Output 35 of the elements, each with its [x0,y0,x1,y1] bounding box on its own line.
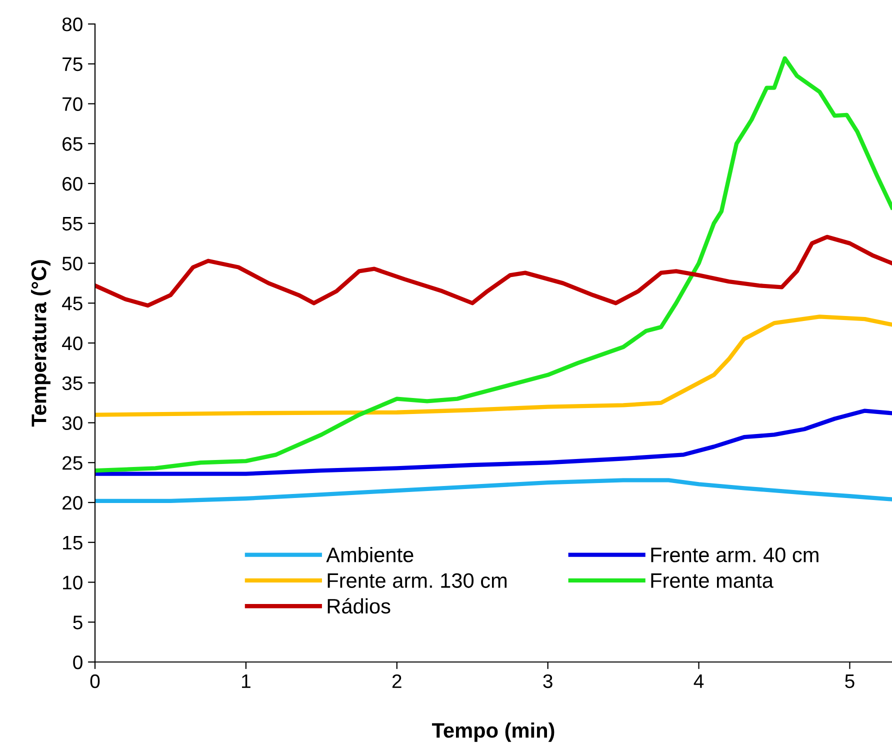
y-tick-label: 50 [62,256,82,270]
x-tick-label: 2 [392,674,402,688]
y-tick-label: 45 [62,296,82,310]
y-tick-label: 20 [62,496,82,510]
legend-label: Frente manta [651,573,774,588]
x-axis-title: Tempo (min) [432,722,554,742]
line-series [95,478,892,503]
y-tick-label: 40 [62,336,82,350]
legend-label: Ambiente [326,546,414,562]
y-tick-label: 30 [62,416,82,430]
x-tick-label: 5 [845,674,854,688]
line-series [95,408,892,476]
y-tick-label: 80 [62,17,82,32]
y-tick-label: 25 [62,456,82,470]
y-tick-label: 15 [63,536,82,550]
y-tick-label: 55 [62,217,82,231]
legend-label: Rádios [328,598,390,614]
y-tick-label: 70 [62,97,82,111]
x-tick-label: 0 [90,674,100,688]
x-tick-label: 1 [242,674,250,688]
line-series [95,234,892,308]
line-series [95,314,892,417]
y-tick-label: 10 [63,576,82,590]
y-axis-title: Temperatura (°C) [31,260,50,427]
y-tick-label: 60 [62,176,82,191]
line-series [95,56,892,473]
legend-label: Frente arm. 130 cm [328,573,507,588]
y-tick-label: 5 [73,616,82,630]
legend-label: Frente arm. 40 cm [651,548,818,562]
x-tick-label: 3 [543,674,552,688]
y-tick-label: 35 [62,376,82,390]
y-tick-label: 0 [73,655,82,670]
y-tick-label: 65 [62,137,82,151]
x-tick-label: 4 [694,674,704,688]
y-tick-label: 75 [62,58,82,72]
